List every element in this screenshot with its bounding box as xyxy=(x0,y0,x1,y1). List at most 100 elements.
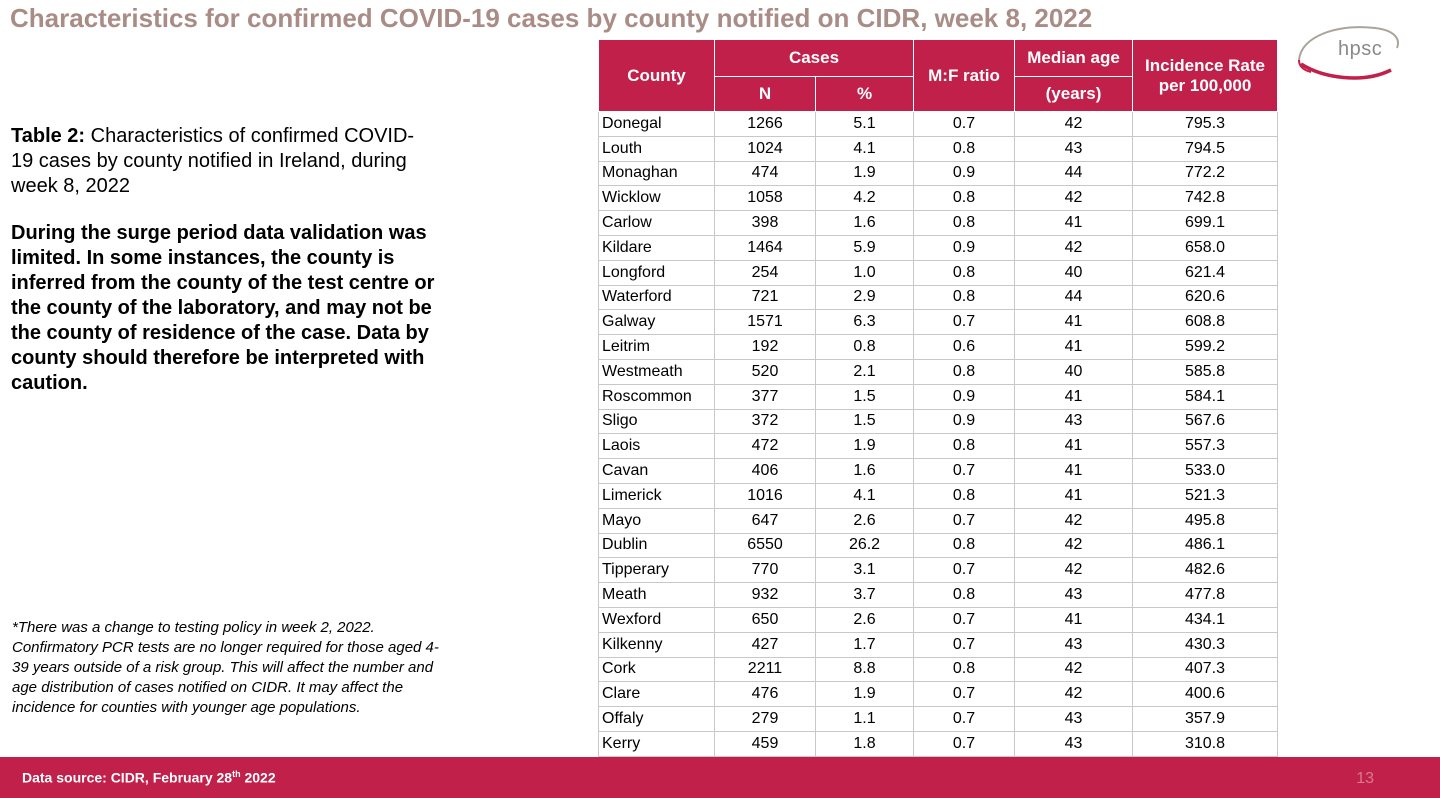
county-cell: Carlow xyxy=(598,210,715,236)
mf-ratio-cell: 0.9 xyxy=(913,383,1016,410)
mf-ratio-cell: 0.6 xyxy=(913,334,1016,360)
incidence-cell: 482.6 xyxy=(1132,557,1279,584)
median-age-cell: 43 xyxy=(1014,135,1134,162)
data-source-sup: th xyxy=(232,769,241,779)
cases-pct-cell: 1.7 xyxy=(814,631,915,658)
cases-n-cell: 650 xyxy=(714,606,816,633)
mf-ratio-cell: 0.7 xyxy=(913,507,1016,534)
data-source-suffix: 2022 xyxy=(240,769,276,786)
table-row: Longford 254 1.0 0.8 40 621.4 xyxy=(598,259,1279,286)
cases-pct-cell: 1.6 xyxy=(814,210,915,236)
header-county: County xyxy=(598,39,715,112)
median-age-cell: 41 xyxy=(1014,383,1134,410)
incidence-cell: 585.8 xyxy=(1132,358,1279,385)
cases-n-cell: 254 xyxy=(714,259,816,286)
incidence-cell: 608.8 xyxy=(1132,309,1279,336)
incidence-cell: 533.0 xyxy=(1132,458,1279,484)
county-cell: Roscommon xyxy=(598,383,715,410)
county-cell: Limerick xyxy=(598,482,715,509)
cases-n-cell: 459 xyxy=(714,730,816,757)
median-age-cell: 41 xyxy=(1014,458,1134,484)
incidence-cell: 599.2 xyxy=(1132,334,1279,360)
median-age-cell: 41 xyxy=(1014,309,1134,336)
county-characteristics-table: County Cases M:F ratio Median age Incide… xyxy=(598,39,1279,757)
table-row: Leitrim 192 0.8 0.6 41 599.2 xyxy=(598,334,1279,360)
cases-pct-cell: 2.6 xyxy=(814,606,915,633)
table-row: Tipperary 770 3.1 0.7 42 482.6 xyxy=(598,557,1279,584)
cases-n-cell: 932 xyxy=(714,582,816,608)
mf-ratio-cell: 0.7 xyxy=(913,557,1016,584)
county-cell: Leitrim xyxy=(598,334,715,360)
mf-ratio-cell: 0.8 xyxy=(913,185,1016,212)
median-age-cell: 42 xyxy=(1014,234,1134,261)
cases-pct-cell: 4.1 xyxy=(814,135,915,162)
caption-label: Table 2: xyxy=(11,125,86,147)
table-row: Roscommon 377 1.5 0.9 41 584.1 xyxy=(598,383,1279,410)
mf-ratio-cell: 0.7 xyxy=(913,706,1016,732)
median-age-cell: 42 xyxy=(1014,532,1134,559)
page-number: 13 xyxy=(1356,770,1374,787)
mf-ratio-cell: 0.8 xyxy=(913,284,1016,311)
mf-ratio-cell: 0.7 xyxy=(913,458,1016,484)
county-cell: Laois xyxy=(598,433,715,460)
incidence-cell: 742.8 xyxy=(1132,185,1279,212)
county-cell: Cavan xyxy=(598,458,715,484)
cases-n-cell: 377 xyxy=(714,383,816,410)
cases-n-cell: 721 xyxy=(714,284,816,311)
table-row: Meath 932 3.7 0.8 43 477.8 xyxy=(598,582,1279,608)
median-age-cell: 42 xyxy=(1014,557,1134,584)
mf-ratio-cell: 0.8 xyxy=(913,433,1016,460)
incidence-cell: 407.3 xyxy=(1132,656,1279,683)
cases-pct-cell: 2.6 xyxy=(814,507,915,534)
header-mf-ratio: M:F ratio xyxy=(913,39,1016,112)
cases-n-cell: 192 xyxy=(714,334,816,360)
median-age-cell: 41 xyxy=(1014,606,1134,633)
cases-pct-cell: 0.8 xyxy=(814,334,915,360)
incidence-cell: 772.2 xyxy=(1132,160,1279,187)
cases-pct-cell: 1.9 xyxy=(814,433,915,460)
mf-ratio-cell: 0.7 xyxy=(913,631,1016,658)
incidence-cell: 699.1 xyxy=(1132,210,1279,236)
cases-n-cell: 2211 xyxy=(714,656,816,683)
header-incidence-line1: Incidence Rate xyxy=(1145,55,1266,75)
median-age-cell: 42 xyxy=(1014,185,1134,212)
mf-ratio-cell: 0.8 xyxy=(913,259,1016,286)
cases-pct-cell: 1.8 xyxy=(814,730,915,757)
median-age-cell: 40 xyxy=(1014,259,1134,286)
table-row: Carlow 398 1.6 0.8 41 699.1 xyxy=(598,210,1279,236)
cases-pct-cell: 1.1 xyxy=(814,706,915,732)
county-cell: Sligo xyxy=(598,408,715,435)
table-row: Clare 476 1.9 0.7 42 400.6 xyxy=(598,681,1279,708)
cases-pct-cell: 3.7 xyxy=(814,582,915,608)
table-row: Westmeath 520 2.1 0.8 40 585.8 xyxy=(598,358,1279,385)
incidence-cell: 794.5 xyxy=(1132,135,1279,162)
cases-pct-cell: 5.9 xyxy=(814,234,915,261)
table-row: Louth 1024 4.1 0.8 43 794.5 xyxy=(598,135,1279,162)
county-cell: Tipperary xyxy=(598,557,715,584)
median-age-cell: 44 xyxy=(1014,160,1134,187)
cases-n-cell: 1571 xyxy=(714,309,816,336)
county-cell: Clare xyxy=(598,681,715,708)
table-row: Galway 1571 6.3 0.7 41 608.8 xyxy=(598,309,1279,336)
data-source: Data source: CIDR, February 28th 2022 xyxy=(22,769,276,786)
county-cell: Wexford xyxy=(598,606,715,633)
incidence-cell: 486.1 xyxy=(1132,532,1279,559)
cases-n-cell: 1016 xyxy=(714,482,816,509)
cases-pct-cell: 1.9 xyxy=(814,160,915,187)
cases-pct-cell: 3.1 xyxy=(814,557,915,584)
cases-pct-cell: 6.3 xyxy=(814,309,915,336)
header-cases-n: N xyxy=(714,76,816,112)
incidence-cell: 620.6 xyxy=(1132,284,1279,311)
table-row: Wicklow 1058 4.2 0.8 42 742.8 xyxy=(598,185,1279,212)
median-age-cell: 43 xyxy=(1014,706,1134,732)
mf-ratio-cell: 0.7 xyxy=(913,309,1016,336)
cases-n-cell: 1058 xyxy=(714,185,816,212)
data-source-prefix: Data source: CIDR, February 28 xyxy=(22,769,233,786)
mf-ratio-cell: 0.8 xyxy=(913,532,1016,559)
logo-text: hpsc xyxy=(1338,38,1383,60)
table-row: Donegal 1266 5.1 0.7 42 795.3 xyxy=(598,111,1279,137)
header-incidence-rate: Incidence Rate per 100,000 xyxy=(1132,39,1279,112)
cases-pct-cell: 2.9 xyxy=(814,284,915,311)
cases-n-cell: 6550 xyxy=(714,532,816,559)
incidence-cell: 557.3 xyxy=(1132,433,1279,460)
